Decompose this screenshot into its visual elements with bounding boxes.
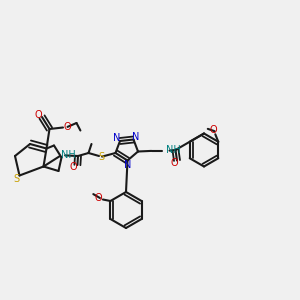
Text: S: S <box>14 173 20 184</box>
Text: NH: NH <box>61 149 76 160</box>
Text: O: O <box>64 122 71 132</box>
Text: O: O <box>210 125 218 135</box>
Text: O: O <box>69 161 77 172</box>
Text: O: O <box>34 110 42 120</box>
Text: N: N <box>132 131 140 142</box>
Text: N: N <box>124 160 131 170</box>
Text: N: N <box>113 133 121 143</box>
Text: O: O <box>94 193 102 203</box>
Text: O: O <box>170 158 178 169</box>
Text: S: S <box>98 152 104 163</box>
Text: NH: NH <box>166 145 180 155</box>
